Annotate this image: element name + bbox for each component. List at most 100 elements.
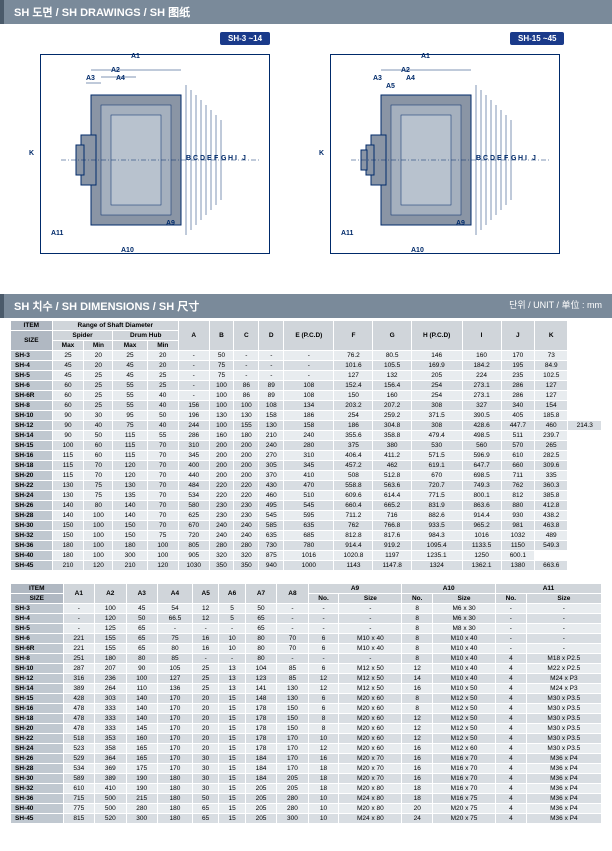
data-cell: 919.2 [373,541,411,551]
data-cell: 410 [284,471,334,481]
data-cell: 100 [84,551,113,561]
size-cell: SH-16 [11,451,53,461]
data-cell: 18 [308,764,339,774]
size-cell: SH-12 [11,421,53,431]
data-cell: 12 [192,614,218,624]
data-cell: 625 [178,511,209,521]
size-cell: SH-18 [11,461,53,471]
t2-no2: No. [402,594,433,604]
data-cell: 140 [52,501,84,511]
data-cell: 305 [259,461,284,471]
dim-i-left: I [235,155,237,162]
data-cell: 320 [209,551,234,561]
data-cell: 30 [192,764,218,774]
data-cell: 115 [113,431,147,441]
data-cell: 364 [95,754,126,764]
table-row: SH-32610410190180301520520518M20 x 8018M… [11,784,602,794]
t2-sz3: Size [526,594,601,604]
t2-a9: A9 [308,584,402,594]
size-cell: SH-8 [11,654,64,664]
data-cell: - [526,644,601,654]
data-cell: 50 [245,604,276,614]
data-cell: 371.5 [411,411,462,421]
data-cell: 80 [126,654,157,664]
data-cell: M20 x 75 [433,804,496,814]
data-cell: 264 [95,684,126,694]
data-cell: 282.5 [535,451,568,461]
data-cell: 489 [535,531,568,541]
data-cell: 20 [192,704,218,714]
data-cell: 170 [157,704,192,714]
data-cell: 12 [308,674,339,684]
data-cell: 518 [63,734,94,744]
data-cell: 570 [501,441,534,451]
data-cell: 25 [84,401,113,411]
data-cell: 880 [501,501,534,511]
data-cell: 60 [84,451,113,461]
data-cell: - [308,604,339,614]
data-cell: 240 [234,531,259,541]
data-cell: 460 [259,491,284,501]
t2-size: SIZE [11,594,64,604]
data-cell: 4 [496,784,527,794]
data-cell: 130 [52,491,84,501]
data-cell: 1016 [462,531,501,541]
data-cell: 369 [95,764,126,774]
data-cell: 720.7 [411,481,462,491]
drawings-header: SH 도면 / SH DRAWINGS / SH 图纸 [0,0,612,24]
t1-a: A [178,321,209,351]
data-cell: - [496,634,527,644]
data-cell: 70 [147,441,178,451]
data-cell: - [178,361,209,371]
data-cell: 411.2 [373,451,411,461]
data-cell: 545 [259,511,284,521]
data-cell: - [526,604,601,614]
data-cell: 85 [277,664,308,674]
data-cell: 130 [52,481,84,491]
data-cell: M20 x 70 [339,764,402,774]
data-cell: 380 [373,441,411,451]
data-cell: M20 x 60 [339,714,402,724]
table-row: SH-1647833314017020151781506M20 x 608M12… [11,704,602,714]
data-cell: 18 [402,784,433,794]
data-cell: - [63,604,94,614]
data-cell: 15 [219,774,245,784]
data-cell: 180 [157,784,192,794]
data-cell: 230 [209,511,234,521]
table2-body: SH-3-100455412550---8M6 x 30--SH-4-12050… [11,604,602,824]
data-cell: M36 x P4 [526,764,601,774]
dim-k-right: K [319,150,324,157]
data-cell: 15 [219,704,245,714]
data-cell: 665.2 [373,501,411,511]
data-cell: 170 [157,754,192,764]
data-cell: 405 [501,411,534,421]
data-cell: 150 [113,531,147,541]
data-cell: 265 [535,441,568,451]
data-cell: 186 [284,411,334,421]
data-cell: 25 [84,381,113,391]
data-cell: 286 [501,391,534,401]
data-cell: 512.8 [373,471,411,481]
data-cell: 1147.8 [373,561,411,571]
t1-k: K [535,321,568,351]
drawings-title: SH 도면 / SH DRAWINGS / SH 图纸 [14,7,190,19]
data-cell: 190 [126,774,157,784]
data-cell: 560 [462,441,501,451]
data-cell: 571.5 [411,451,462,461]
dim-a5-right: A5 [386,83,395,90]
data-cell: 55 [113,391,147,401]
data-cell: M6 x 30 [433,604,496,614]
size-cell: SH-14 [11,431,53,441]
data-cell: 530 [411,441,462,451]
data-cell: 150 [52,521,84,531]
data-cell: 85 [157,654,192,664]
data-cell: 30 [192,774,218,784]
data-cell: 165 [126,744,157,754]
dim-c-right: C [483,155,488,162]
data-cell: 130 [277,684,308,694]
t1-e: E (P.C.D) [284,321,334,351]
data-cell: 170 [157,714,192,724]
size-cell: SH-28 [11,511,53,521]
data-cell: 115 [113,441,147,451]
data-cell: 150 [52,531,84,541]
